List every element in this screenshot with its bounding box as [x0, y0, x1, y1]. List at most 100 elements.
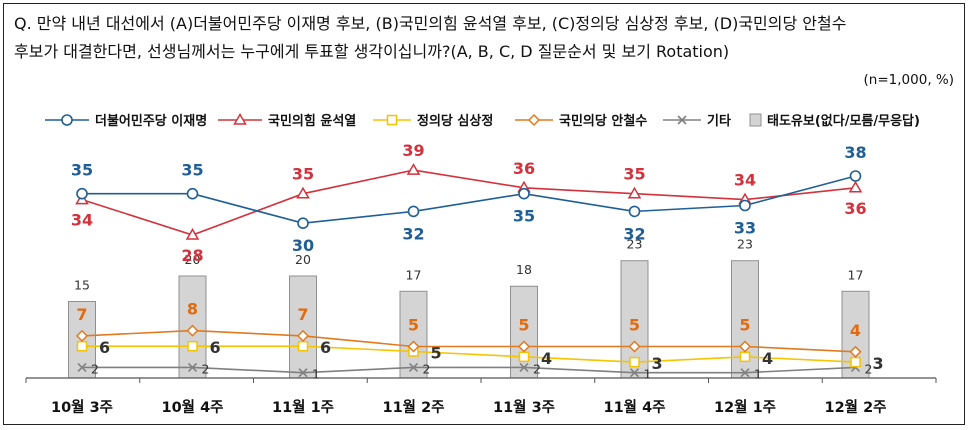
label-lee-6: 33	[734, 219, 756, 238]
label-yoon-3: 39	[402, 141, 424, 160]
point-etc-5	[629, 368, 640, 378]
legend-label-sim: 정의당 심상정	[417, 113, 493, 129]
legend-marker-etc-stroke-b	[677, 115, 687, 125]
point-sim-2	[297, 340, 309, 352]
label-sim-6: 4	[762, 349, 773, 368]
label-ahn-7: 4	[850, 321, 861, 340]
point-etc-4	[519, 362, 529, 372]
legend-label-undecided: 태도유보(없다/모름/무응답)	[767, 113, 920, 129]
x-tick-label-2: 11월 1주	[272, 399, 334, 416]
label-yoon-4: 36	[513, 159, 535, 178]
point-ahn-4	[517, 340, 531, 353]
bar-label-undecided-4: 18	[516, 262, 532, 277]
question-line-2: 후보가 대결한다면, 선생님께서는 누구에게 투표할 생각이십니까?(A, B,…	[14, 42, 730, 61]
point-etc-5-stroke-b	[629, 368, 640, 378]
point-sim-4	[518, 351, 530, 363]
legend-label-ahn: 국민의당 안철수	[559, 113, 647, 129]
label-lee-0: 35	[71, 161, 93, 180]
label-etc-0: 2	[91, 361, 99, 376]
series-etc: 2 2 1 2 2 1 1 2	[77, 361, 872, 382]
label-lee-3: 32	[402, 224, 424, 243]
bar-label-undecided-2: 20	[295, 252, 311, 267]
x-ticks: 10월 3주 10월 4주 11월 1주 11월 2주 11월 3주 11월 4주 12월 …	[25, 378, 937, 416]
label-yoon-2: 35	[292, 165, 314, 184]
point-etc-3-stroke-b	[408, 362, 419, 372]
label-ahn-4: 5	[518, 316, 529, 335]
label-sim-4: 4	[541, 349, 552, 368]
point-ahn-3	[407, 340, 420, 353]
point-etc-0-stroke-b	[77, 362, 87, 372]
label-ahn-1: 8	[187, 300, 198, 319]
label-sim-7: 3	[873, 354, 884, 373]
label-lee-4: 35	[513, 207, 535, 226]
point-lee-2	[297, 217, 309, 229]
x-tick-label-1: 10월 4주	[162, 399, 224, 416]
label-etc-3: 2	[423, 361, 431, 376]
legend: 더불어민주당 이재명 국민의힘 윤석열 정의당 심상정 국민의당 안철수 기타 태도유보(…	[45, 113, 920, 129]
point-ahn-5	[628, 340, 641, 353]
label-yoon-0: 34	[71, 211, 93, 230]
legend-item-lee: 더불어민주당 이재명	[45, 113, 207, 129]
line-etc	[82, 366, 856, 374]
bar-undecided-2	[289, 275, 317, 379]
point-etc-6-stroke-b	[740, 368, 750, 378]
label-ahn-0: 7	[76, 305, 87, 324]
legend-marker-yoon	[233, 113, 247, 125]
series-sim: 6 6 6 5 4 3 4 3	[76, 338, 884, 373]
label-etc-6: 1	[754, 367, 762, 382]
label-etc-1: 2	[202, 361, 210, 376]
label-yoon-1: 28	[181, 246, 203, 265]
point-yoon-2	[296, 186, 310, 199]
bar-label-undecided-6: 23	[737, 237, 753, 252]
label-etc-4: 2	[533, 361, 541, 376]
legend-swatch-undecided	[749, 113, 762, 127]
point-lee-7	[849, 170, 862, 182]
label-sim-3: 5	[431, 344, 442, 363]
label-ahn-6: 5	[739, 316, 750, 335]
line-lee	[82, 175, 856, 225]
label-lee-5: 32	[623, 224, 645, 243]
bar-label-undecided-7: 17	[848, 267, 864, 282]
point-etc-2-stroke-b	[298, 368, 308, 378]
legend-label-etc: 기타	[707, 113, 731, 129]
label-yoon-6: 34	[734, 171, 756, 190]
x-tick-label-6: 12월 1주	[714, 399, 776, 416]
x-tick-label-7: 12월 2주	[825, 399, 887, 416]
point-etc-0	[77, 362, 87, 372]
label-sim-2: 6	[320, 338, 331, 357]
label-yoon-5: 35	[623, 165, 645, 184]
x-tick-label-0: 10월 3주	[51, 399, 113, 416]
legend-item-ahn: 국민의당 안철수	[515, 113, 647, 129]
label-sim-5: 3	[652, 354, 663, 373]
x-tick-label-5: 11월 4주	[604, 399, 666, 416]
label-etc-2: 1	[312, 367, 320, 382]
label-ahn-3: 5	[408, 316, 419, 335]
legend-item-sim: 정의당 심상정	[373, 113, 493, 129]
legend-item-undecided: 태도유보(없다/모름/무응답)	[749, 113, 920, 129]
line-ahn	[81, 329, 856, 353]
label-lee-2: 30	[292, 236, 314, 255]
label-lee-7: 38	[844, 143, 866, 162]
label-yoon-7: 36	[844, 199, 866, 218]
point-etc-6	[740, 368, 750, 378]
legend-item-yoon: 국민의힘 윤석열	[218, 113, 356, 129]
label-sim-1: 6	[210, 338, 221, 357]
point-lee-4	[518, 187, 530, 200]
legend-marker-etc	[677, 115, 687, 125]
point-ahn-2	[296, 329, 310, 342]
point-yoon-5	[627, 186, 642, 199]
point-lee-6	[739, 199, 751, 212]
point-sim-6	[739, 351, 751, 363]
x-tick-label-4: 11월 3주	[493, 399, 555, 416]
bar-label-undecided-5: 23	[627, 237, 643, 252]
chart-frame	[3, 3, 965, 425]
label-etc-5: 1	[644, 367, 652, 382]
point-ahn-1	[186, 324, 199, 337]
label-ahn-2: 7	[297, 305, 308, 324]
point-sim-5	[629, 356, 640, 368]
bar-label-undecided-3: 17	[406, 267, 422, 282]
legend-marker-ahn	[527, 113, 541, 127]
point-yoon-1	[185, 228, 200, 240]
sample-note: (n=1,000, %)	[863, 72, 954, 88]
